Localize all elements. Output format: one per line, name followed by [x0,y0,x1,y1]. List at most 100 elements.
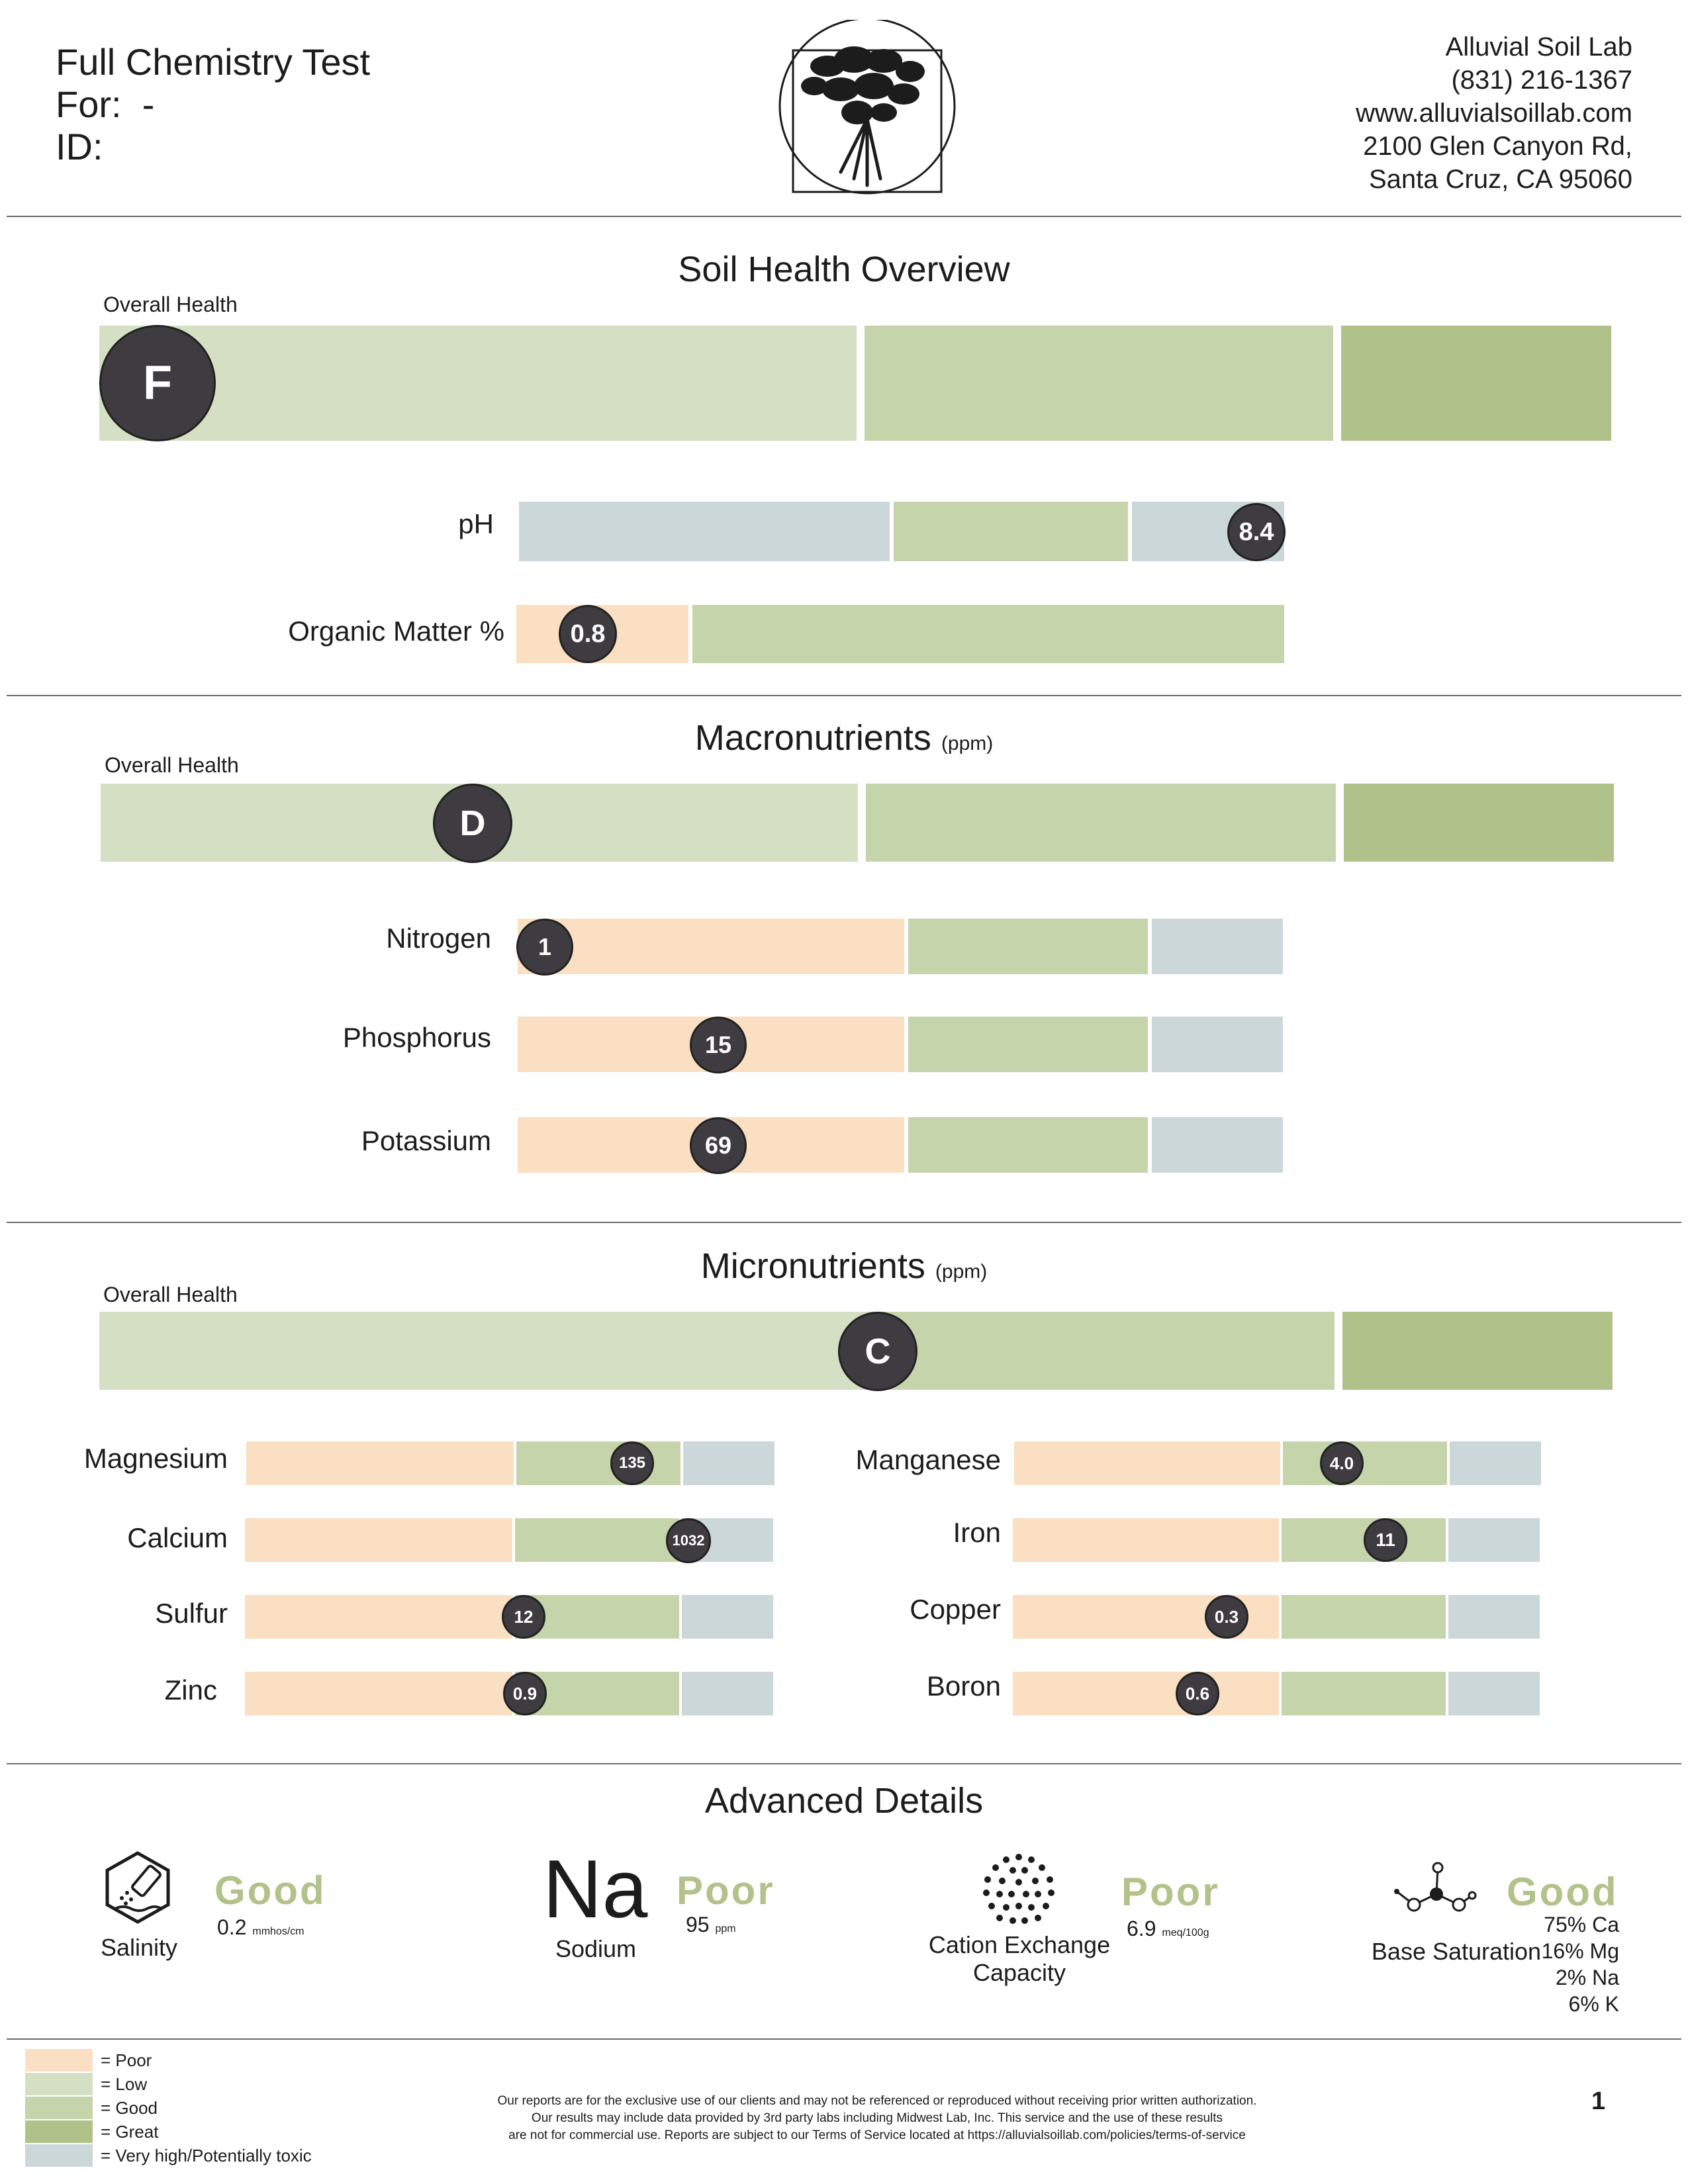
legend-label-low: = Low [101,2074,148,2094]
divider [7,695,1681,696]
base-saturation-status: Good [1507,1870,1618,1914]
nitrogen-bar-high [1152,919,1283,974]
salinity-icon [105,1851,170,1924]
salinity-unit: mmhos/cm [252,1926,305,1937]
zinc-bar-poor [245,1672,512,1715]
cec-name-line2: Capacity [972,1959,1066,1986]
base-sat-na: 2% Na [1555,1966,1619,1989]
footer-disclaimer: Our reports are for the exclusive use of… [397,2093,1357,2144]
zinc-bar-high [682,1672,773,1715]
legend-swatch-high [25,2144,93,2167]
report-title: Full Chemistry Test [56,41,371,83]
cec-status: Poor [1121,1870,1220,1914]
client-for-line: For: - [56,83,370,126]
grade-badge: F [99,325,216,441]
magnesium-value-badge: 135 [610,1441,654,1485]
micronutrients-title: Micronutrients (ppm) [0,1246,1688,1287]
boron-bar-high [1448,1672,1540,1715]
advanced-details-title: Advanced Details [704,1781,984,1821]
ph-bar-acidic [519,502,890,561]
zinc-label: Zinc [164,1674,217,1706]
base-sat-mg: 16% Mg [1541,1939,1619,1963]
macro-overall-bar-great [1344,784,1614,862]
iron-bar-high [1448,1518,1540,1562]
micronutrients-unit: (ppm) [935,1261,988,1283]
overall-bar-great [1341,326,1611,441]
sulfur-bar-poor [245,1595,512,1639]
nitrogen-value-badge: 1 [516,919,573,976]
calcium-label: Calcium [127,1522,228,1553]
overall-health-label: Overall Health [103,1283,238,1306]
lab-phone[interactable]: (831) 216-1367 [1451,66,1632,95]
footer-line2: Our results may include data provided by… [531,2111,1223,2125]
divider [7,2038,1681,2040]
cec-value: 6.9 meq/100g [1127,1917,1209,1941]
overall-bar-low [99,326,857,441]
manganese-bar-good [1283,1441,1447,1485]
boron-label: Boron [926,1670,1001,1702]
overall-health-label: Overall Health [103,293,238,316]
micro-grade-badge: C [838,1312,917,1391]
nitrogen-bar-poor [518,919,904,974]
micro-overall-bar-low [99,1312,867,1390]
zinc-value-badge: 0.9 [503,1672,547,1715]
copper-bar-good [1282,1595,1446,1639]
lab-address-line1: 2100 Glen Canyon Rd, [1363,132,1632,161]
sodium-unit: ppm [715,1923,736,1934]
legend-swatch-low [25,2073,93,2095]
macronutrients-unit: (ppm) [941,733,994,754]
base-sat-ca: 75% Ca [1544,1913,1619,1936]
calcium-bar-poor [245,1518,512,1562]
manganese-bar-high [1450,1441,1541,1485]
for-label: For: [56,83,122,125]
iron-value-badge: 11 [1364,1518,1407,1562]
divider [7,1222,1681,1223]
phosphorus-bar-good [908,1017,1148,1072]
legend-swatch-great [25,2120,93,2143]
macronutrients-title: Macronutrients (ppm) [0,717,1688,758]
phosphorus-bar-high [1152,1017,1283,1072]
macro-grade-badge: D [433,784,512,863]
footer-line3: are not for commercial use. Reports are … [508,2128,1246,2142]
sulfur-value-badge: 12 [502,1595,545,1639]
nitrogen-bar-good [908,919,1148,974]
legend-swatch-good [25,2097,93,2119]
cec-name: Cation Exchange Capacity [914,1931,1125,1987]
lab-contact: Alluvial Soil Lab (831) 216-1367 www.all… [1356,30,1632,196]
nitrogen-label: Nitrogen [386,923,491,954]
macro-overall-bar-good [866,784,1336,862]
base-saturation-breakdown: 75% Ca 16% Mg 2% Na 6% K [1523,1911,1619,2017]
base-saturation-name: Base Saturation [1371,1938,1542,1965]
divider [7,216,1681,217]
legend-label-high: = Very high/Potentially toxic [101,2146,312,2165]
potassium-label: Potassium [361,1125,491,1156]
iron-bar-poor [1013,1518,1279,1562]
potassium-bar-good [908,1117,1148,1173]
iron-label: Iron [953,1517,1001,1548]
manganese-value-badge: 4.0 [1320,1441,1364,1485]
overall-bar-good [865,326,1333,441]
lab-logo-icon [778,20,956,195]
magnesium-bar-good [516,1441,680,1485]
divider [7,1763,1681,1764]
macronutrients-title-text: Macronutrients [694,718,931,758]
cec-number: 6.9 [1127,1917,1156,1940]
lab-website[interactable]: www.alluvialsoillab.com [1356,99,1632,128]
calcium-bar-good [515,1518,679,1562]
base-sat-k: 6% K [1568,1992,1619,2016]
boron-value-badge: 0.6 [1176,1672,1219,1715]
report-header-left: Full Chemistry Test For: - ID: [56,41,370,168]
sulfur-label: Sulfur [155,1598,228,1629]
dot-cluster-icon [983,1854,1055,1924]
sodium-name: Sodium [555,1935,637,1962]
cec-name-line1: Cation Exchange [928,1931,1111,1958]
phosphorus-label: Phosphorus [342,1022,491,1053]
molecule-icon [1394,1862,1477,1912]
copper-value-badge: 0.3 [1205,1595,1248,1639]
boron-bar-good [1282,1672,1446,1715]
sodium-status: Poor [677,1868,775,1913]
sodium-value: 95 ppm [686,1913,736,1937]
ph-value-badge: 8.4 [1227,503,1286,561]
micro-overall-bar-good [867,1312,1335,1390]
legend-label-good: = Good [101,2098,158,2118]
